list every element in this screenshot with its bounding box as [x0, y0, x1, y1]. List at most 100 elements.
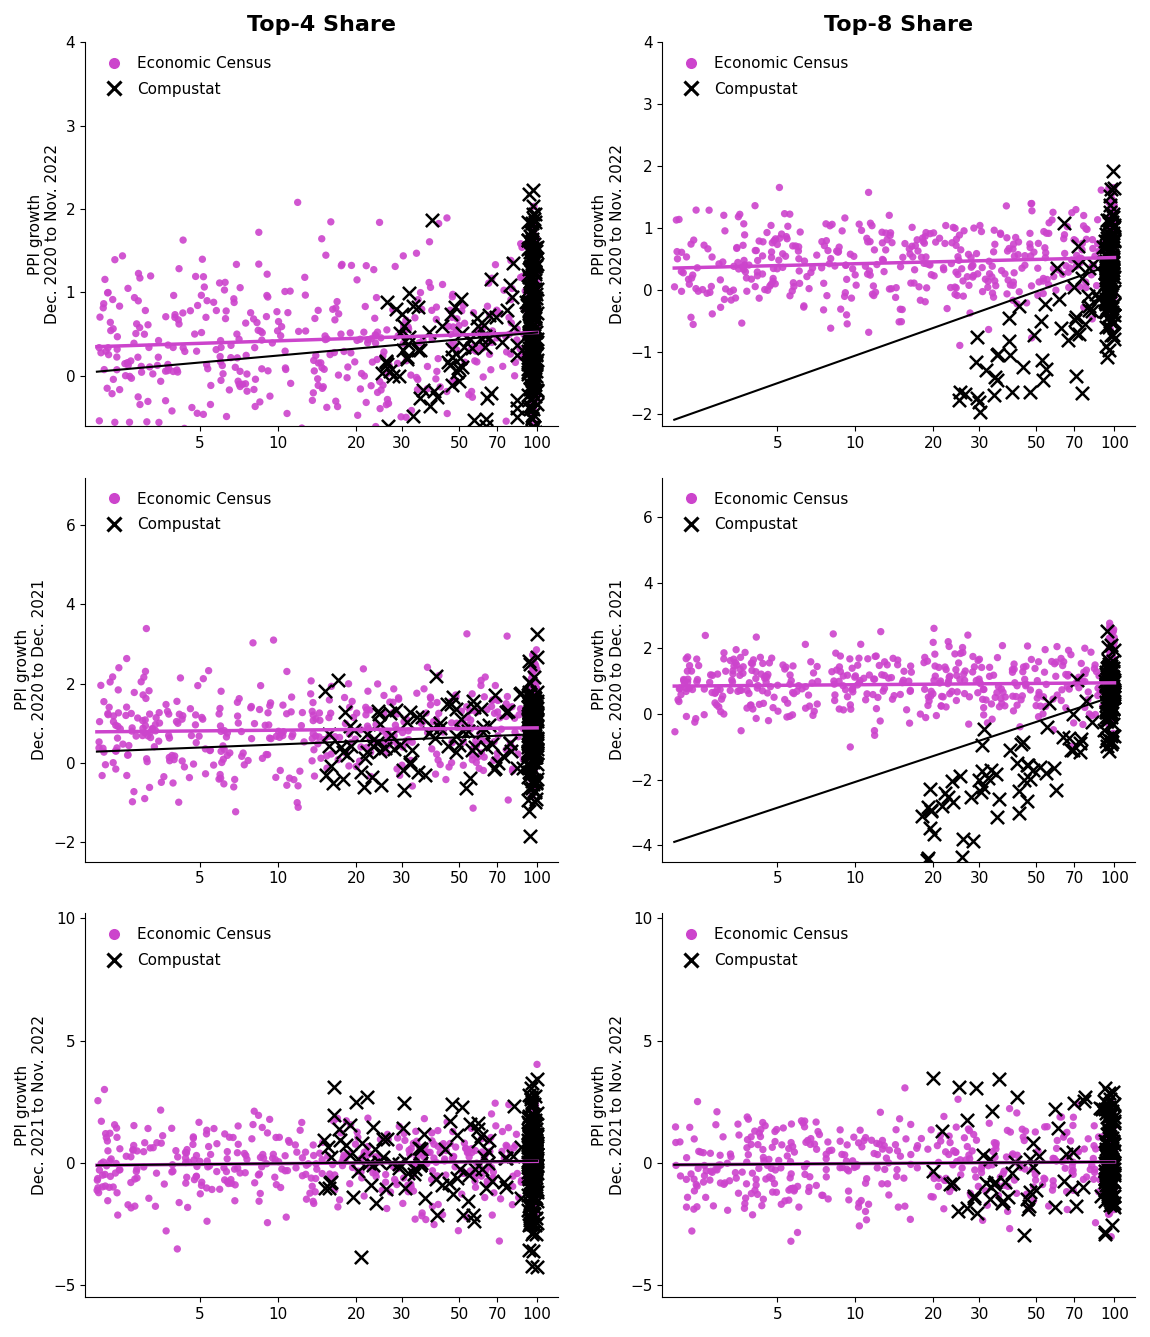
Point — [1097, 301, 1116, 322]
Point — [843, 1150, 861, 1171]
Point — [1083, 255, 1102, 277]
Point — [1102, 674, 1120, 695]
Point — [700, 199, 719, 221]
Point — [722, 670, 741, 691]
Point — [454, 336, 473, 357]
Point — [905, 259, 923, 281]
Point — [674, 668, 692, 690]
Point — [133, 718, 152, 739]
Point — [678, 671, 697, 693]
Point — [128, 1140, 146, 1162]
Point — [526, 1143, 544, 1165]
Point — [1048, 685, 1066, 706]
Point — [523, 1134, 542, 1155]
Point — [1014, 1126, 1033, 1147]
Point — [896, 233, 914, 254]
Point — [787, 235, 805, 257]
Point — [431, 754, 450, 775]
Point — [734, 234, 752, 255]
Point — [1096, 266, 1114, 287]
Point — [427, 309, 445, 330]
Point — [685, 1128, 704, 1150]
Point — [1098, 668, 1117, 690]
Point — [1102, 667, 1120, 689]
Point — [721, 1143, 739, 1165]
Point — [397, 406, 415, 428]
Point — [434, 1135, 452, 1157]
Point — [1096, 230, 1114, 251]
Point — [523, 686, 542, 707]
Point — [210, 763, 229, 785]
Point — [468, 746, 486, 767]
Point — [522, 1177, 540, 1198]
Point — [528, 742, 546, 763]
Point — [325, 309, 344, 330]
Point — [524, 302, 543, 324]
Point — [519, 1134, 537, 1155]
Point — [937, 659, 956, 681]
Point — [1098, 1106, 1117, 1127]
Point — [522, 693, 540, 714]
Point — [798, 266, 816, 287]
Point — [1103, 199, 1121, 221]
Point — [519, 742, 537, 763]
Point — [431, 1142, 450, 1163]
Point — [1105, 1142, 1124, 1163]
Point — [726, 1162, 744, 1183]
Point — [1102, 239, 1120, 261]
Point — [1103, 1159, 1121, 1181]
Point — [528, 694, 546, 715]
Point — [1101, 1114, 1119, 1135]
Point — [963, 786, 981, 808]
Point — [1102, 235, 1120, 257]
Point — [793, 1112, 812, 1134]
Point — [528, 1068, 546, 1090]
Point — [522, 303, 540, 325]
Point — [523, 723, 542, 745]
Point — [1104, 725, 1122, 746]
Point — [833, 1143, 851, 1165]
Point — [254, 1147, 273, 1169]
Point — [1096, 1161, 1114, 1182]
Point — [527, 1159, 545, 1181]
Point — [336, 713, 354, 734]
Point — [458, 697, 476, 718]
Point — [781, 285, 799, 306]
Point — [194, 668, 213, 690]
Point — [915, 679, 934, 701]
Point — [1099, 1123, 1118, 1144]
Point — [524, 286, 543, 308]
Point — [523, 265, 542, 286]
Point — [1101, 223, 1119, 245]
Point — [830, 656, 849, 678]
Point — [138, 749, 156, 770]
Point — [1092, 1166, 1111, 1187]
Point — [125, 682, 144, 703]
Point — [777, 229, 796, 250]
Point — [528, 1136, 546, 1158]
Point — [498, 341, 516, 362]
Point — [1103, 1154, 1121, 1175]
Point — [967, 1202, 986, 1223]
Point — [1104, 313, 1122, 334]
Point — [447, 725, 466, 746]
Point — [524, 302, 543, 324]
Point — [297, 321, 315, 342]
Point — [857, 689, 875, 710]
Point — [95, 1163, 114, 1185]
Point — [523, 291, 542, 313]
Point — [106, 1162, 124, 1183]
Point — [250, 1165, 268, 1186]
Point — [749, 1134, 767, 1155]
Point — [394, 1123, 413, 1144]
Point — [968, 650, 987, 671]
Point — [1105, 1178, 1124, 1199]
Point — [360, 727, 378, 749]
Point — [864, 685, 882, 706]
Point — [1102, 1165, 1120, 1186]
Point — [746, 195, 765, 217]
Point — [356, 705, 375, 726]
Point — [1102, 686, 1120, 707]
Point — [1103, 655, 1121, 677]
Point — [260, 714, 278, 735]
